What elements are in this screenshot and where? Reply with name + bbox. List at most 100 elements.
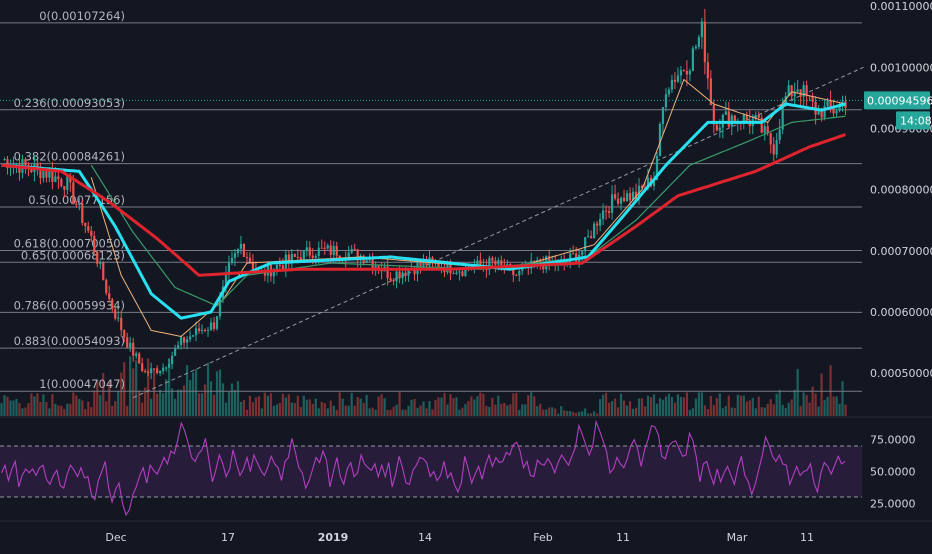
- candle-body: [652, 180, 656, 187]
- volume-bar: [814, 393, 817, 416]
- price-axis-tick[interactable]: 0.00070000: [870, 245, 932, 258]
- candle-body: [745, 114, 748, 121]
- volume-bar: [694, 398, 697, 416]
- candle-body: [224, 273, 228, 287]
- rsi-axis-tick[interactable]: 25.0000: [870, 497, 916, 510]
- volume-bar: [712, 404, 715, 416]
- volume-bar: [610, 400, 614, 416]
- candle-body: [793, 91, 796, 97]
- volume-bar: [117, 390, 120, 416]
- time-axis-tick[interactable]: 14: [418, 531, 432, 544]
- volume-bar: [404, 409, 407, 416]
- volume-bar: [607, 402, 611, 416]
- candle-body: [153, 368, 156, 370]
- candle-body: [425, 260, 428, 266]
- moving-average-line: [1, 133, 846, 277]
- candle-body: [39, 166, 42, 179]
- time-axis-tick[interactable]: Feb: [533, 531, 552, 544]
- volume-bar: [3, 395, 6, 416]
- candle-body: [150, 368, 153, 374]
- volume-bar: [578, 411, 581, 416]
- candle-body: [147, 372, 150, 374]
- volume-bar: [536, 406, 539, 416]
- candle-body: [718, 127, 721, 131]
- time-axis[interactable]: Dec 17 2019 14 Feb 11 Mar 11: [105, 531, 814, 544]
- candle-body: [278, 264, 281, 266]
- rsi-pane[interactable]: [0, 419, 862, 517]
- price-axis-tick[interactable]: 0.00060000: [870, 306, 932, 319]
- candle-body: [596, 223, 599, 226]
- price-axis[interactable]: 0.001100000.001000000.000900000.00080000…: [864, 0, 932, 510]
- price-axis-tick[interactable]: 0.00110000: [870, 0, 932, 13]
- volume-bar: [560, 406, 563, 416]
- candle-body: [446, 261, 449, 273]
- candle-body: [209, 322, 213, 330]
- volume-bar: [57, 405, 60, 416]
- candle-body: [120, 317, 123, 331]
- volume-bar: [485, 405, 488, 416]
- volume-bar: [500, 403, 503, 416]
- rsi-axis-tick[interactable]: 75.0000: [870, 434, 916, 447]
- candle-body: [613, 194, 617, 199]
- volume-bar: [392, 406, 395, 416]
- volume-bar: [233, 390, 237, 416]
- time-axis-tick[interactable]: Dec: [105, 531, 126, 544]
- candle-body: [754, 114, 757, 120]
- volume-bar: [269, 393, 272, 416]
- volume-bar: [655, 403, 659, 416]
- price-axis-tick[interactable]: 0.00080000: [870, 184, 932, 197]
- time-axis-tick[interactable]: Mar: [727, 531, 748, 544]
- volume-bar: [572, 412, 575, 416]
- candle-body: [66, 175, 69, 190]
- rsi-axis-tick[interactable]: 50.0000: [870, 466, 916, 479]
- volume-bar: [554, 408, 557, 416]
- volume-bar: [30, 393, 33, 416]
- fibonacci-retracement[interactable]: 0(0.00107264) 0.236(0.00093053) 0.382(0.00…: [0, 9, 862, 392]
- time-axis-tick[interactable]: 11: [616, 531, 630, 544]
- volume-bar: [398, 392, 401, 416]
- price-axis-tick[interactable]: 0.00050000: [870, 367, 932, 380]
- volume-bar: [33, 396, 36, 416]
- price-axis-tick[interactable]: 0.00100000: [870, 61, 932, 74]
- volume-bar: [84, 409, 87, 416]
- moving-averages: [1, 79, 846, 337]
- candle-body: [581, 251, 584, 255]
- volume-bar: [126, 405, 129, 416]
- volume-bar: [763, 407, 766, 416]
- volume-bar: [230, 383, 234, 416]
- volume-bar: [619, 393, 623, 416]
- candle-body: [512, 266, 515, 275]
- volume-bar: [590, 413, 593, 416]
- candle-body: [422, 260, 425, 266]
- volume-bar: [263, 392, 266, 416]
- volume-bar: [251, 402, 255, 416]
- bar-countdown[interactable]: 14:08: [900, 114, 932, 127]
- candle-body: [200, 329, 204, 331]
- candle-body: [117, 317, 120, 319]
- volume-bar: [521, 404, 524, 416]
- time-axis-tick[interactable]: 17: [221, 531, 235, 544]
- volume-bar: [587, 413, 590, 416]
- volume-bar: [473, 399, 476, 416]
- volume-bar: [314, 398, 317, 416]
- candle-body: [664, 94, 668, 108]
- volume-bar: [90, 407, 93, 416]
- current-price-label[interactable]: 0.00094596: [867, 94, 932, 107]
- volume-bar: [227, 391, 231, 416]
- time-axis-tick[interactable]: 2019: [318, 531, 349, 544]
- time-axis-tick[interactable]: 11: [800, 531, 814, 544]
- candle-body: [688, 70, 691, 75]
- volume-bar: [24, 407, 27, 416]
- candle-body: [197, 328, 201, 331]
- candle-body: [655, 155, 659, 181]
- rsi-band: [0, 446, 862, 498]
- candle-body: [536, 259, 539, 265]
- candle-body: [778, 129, 781, 141]
- candle-body: [772, 144, 775, 155]
- volume-bar: [380, 394, 383, 416]
- volume-bar: [503, 403, 506, 416]
- volume-bar: [344, 405, 347, 416]
- volume-bar: [440, 397, 443, 416]
- candle-body: [685, 70, 689, 75]
